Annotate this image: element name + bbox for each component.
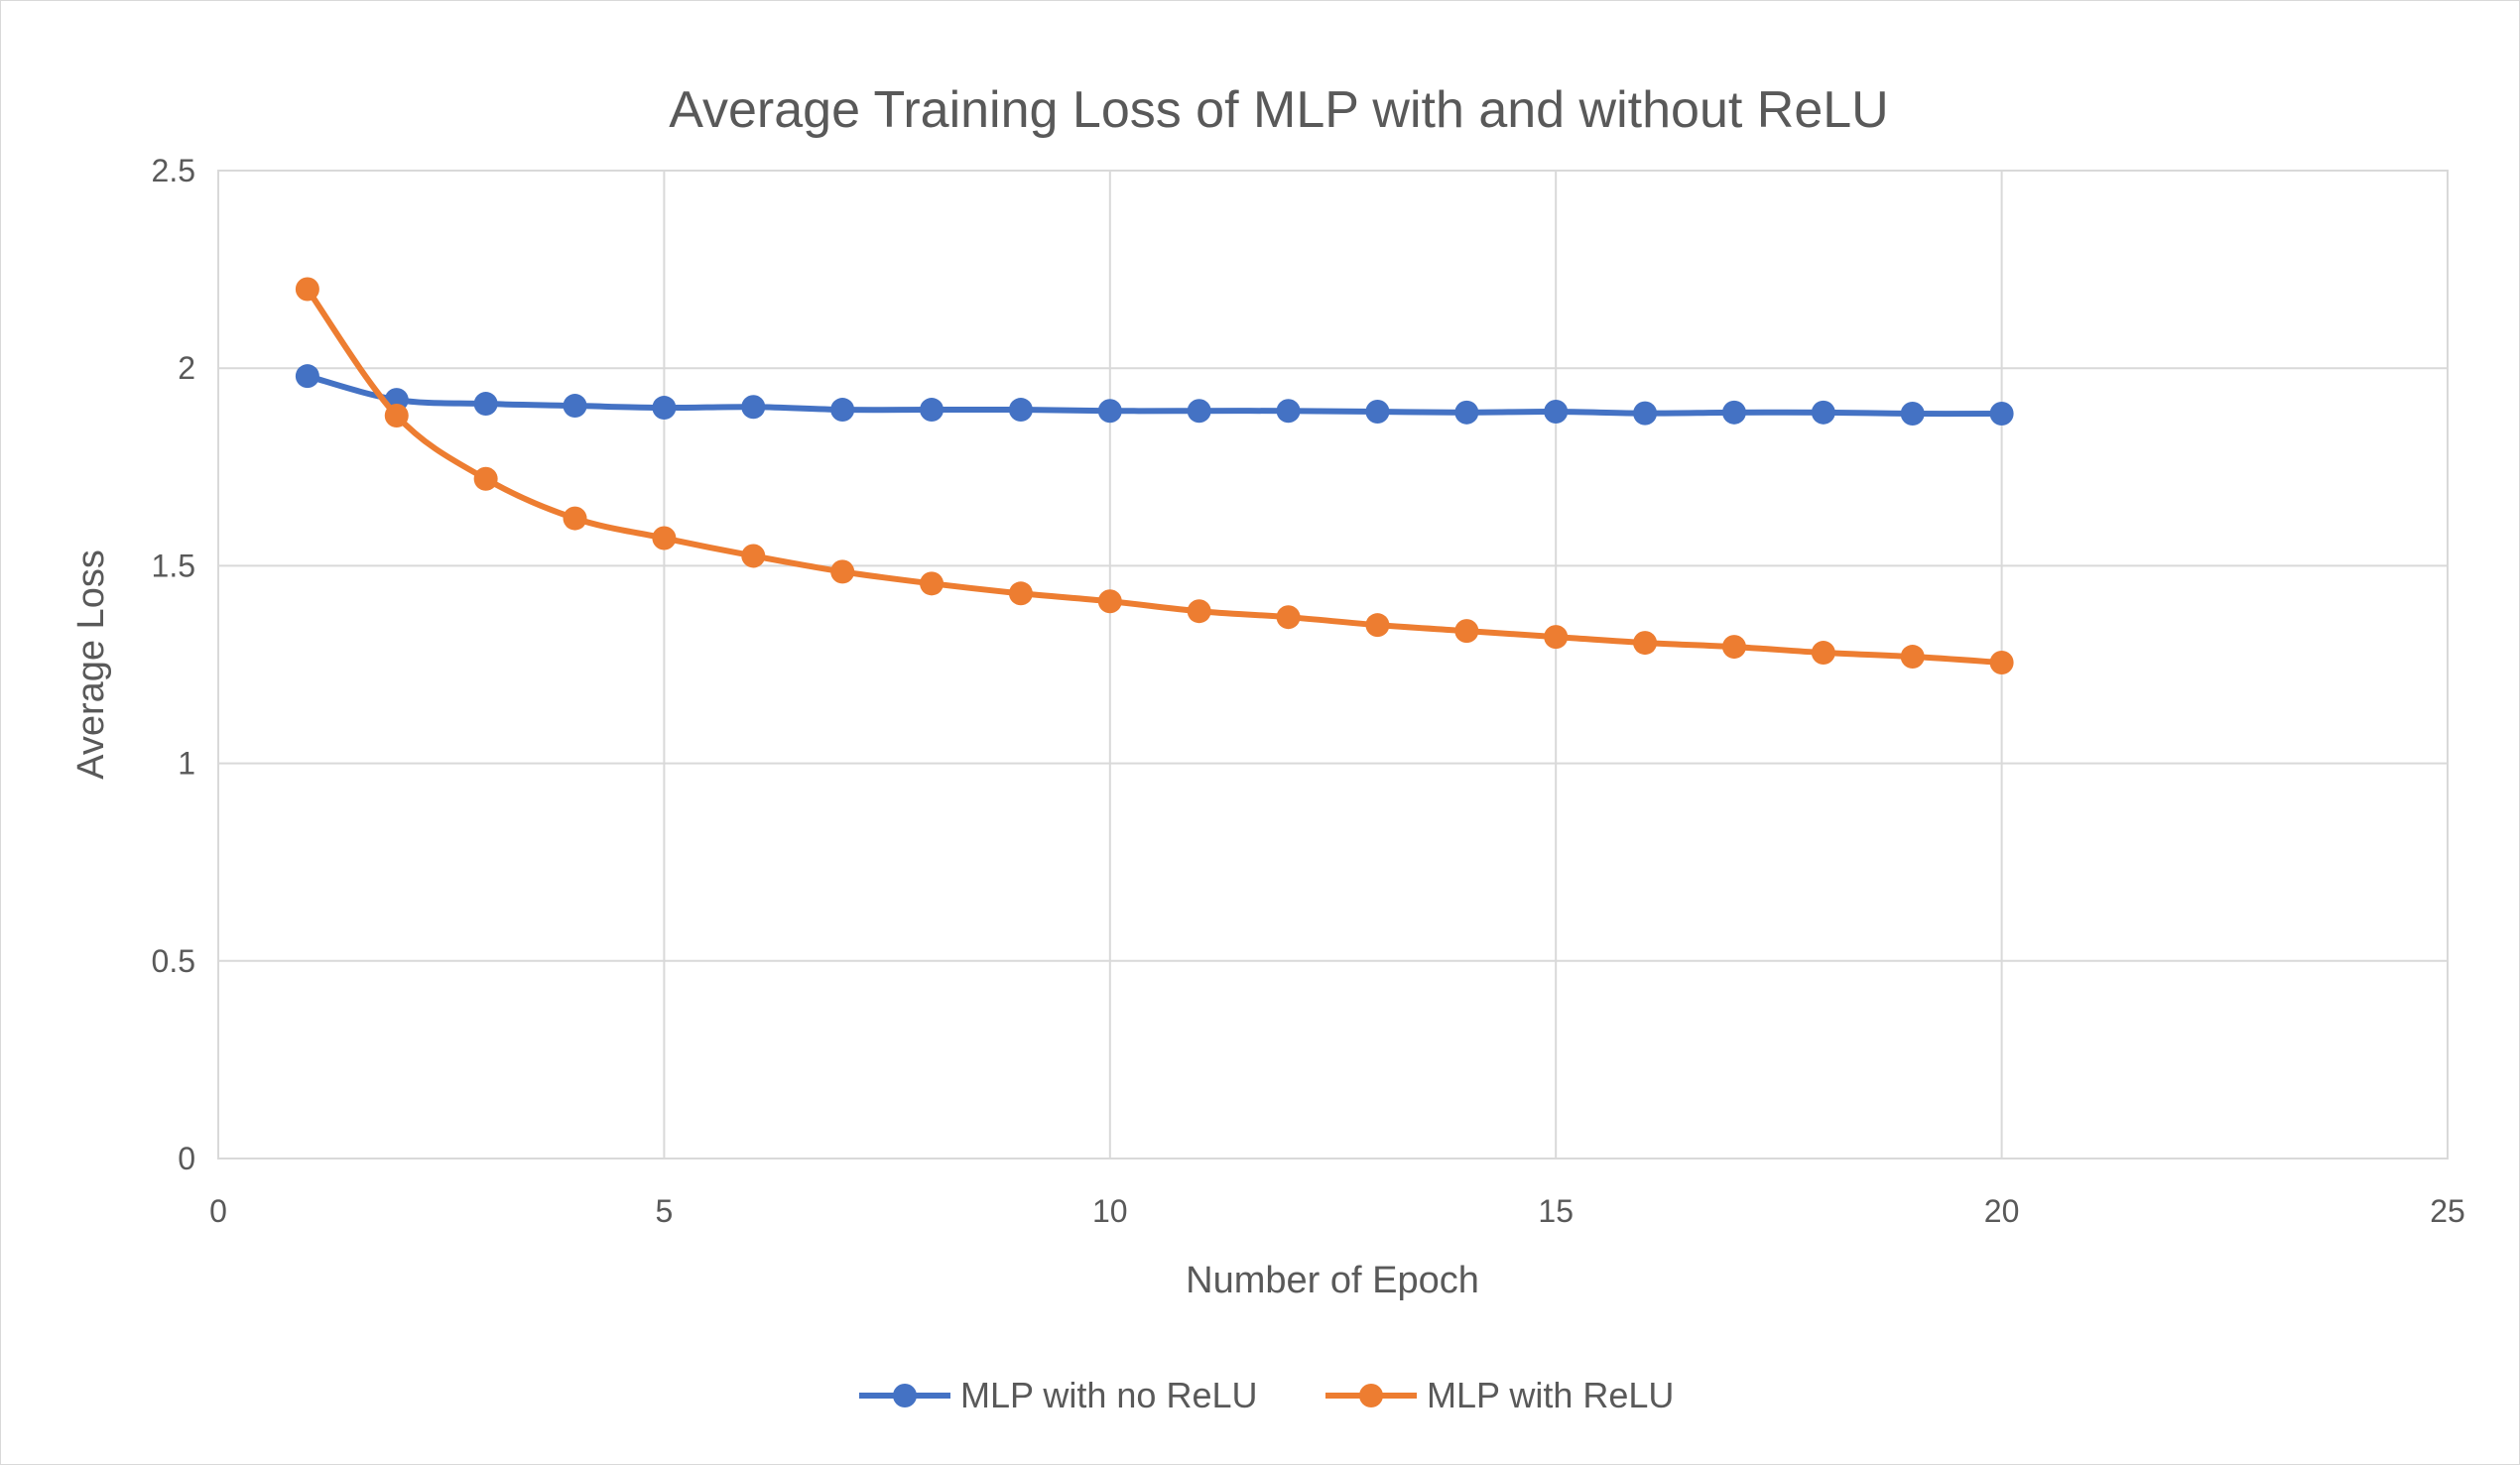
data-point <box>920 571 945 596</box>
data-point <box>1365 400 1390 425</box>
data-point <box>1097 589 1122 614</box>
x-tick-label: 15 <box>1538 1193 1574 1229</box>
legend-item: MLP with no ReLU <box>859 1375 1257 1415</box>
x-tick-label: 5 <box>656 1193 674 1229</box>
data-point <box>1365 613 1390 638</box>
data-point <box>652 396 677 421</box>
series-line <box>304 373 2005 418</box>
y-tick-label: 2.5 <box>152 153 195 188</box>
plot-area-border <box>217 170 2449 1160</box>
data-point <box>830 398 855 423</box>
x-tick-label: 25 <box>2430 1193 2465 1229</box>
data-point <box>1187 599 1211 624</box>
y-tick-label: 1 <box>178 746 195 782</box>
x-tick-label: 10 <box>1092 1193 1128 1229</box>
data-point <box>295 277 319 302</box>
data-point <box>1721 400 1746 425</box>
legend: MLP with no ReLU MLP with ReLU <box>859 1375 1674 1415</box>
data-point <box>1187 399 1211 424</box>
data-point <box>563 394 587 419</box>
data-point <box>920 398 945 423</box>
series-1 <box>295 364 2014 427</box>
series-line <box>304 286 2005 667</box>
data-point <box>295 364 319 389</box>
data-point <box>563 506 587 531</box>
data-point <box>1276 399 1301 424</box>
data-point <box>1811 400 1835 425</box>
series-2 <box>295 277 2014 675</box>
data-point <box>384 404 409 428</box>
legend-item: MLP with ReLU <box>1325 1375 1674 1415</box>
legend-label: MLP with ReLU <box>1427 1375 1674 1415</box>
x-tick-label: 0 <box>209 1193 227 1229</box>
data-series <box>295 277 2014 675</box>
data-point <box>473 392 498 417</box>
data-point <box>473 466 498 491</box>
y-tick-label: 0 <box>178 1141 195 1176</box>
y-tick-label: 0.5 <box>152 943 195 979</box>
y-axis-title: Average Loss <box>70 550 112 780</box>
data-point <box>1811 641 1835 666</box>
y-tick-label: 1.5 <box>152 548 195 583</box>
legend-marker <box>1359 1384 1383 1407</box>
data-point <box>1721 635 1746 660</box>
data-point <box>1633 401 1658 426</box>
data-point <box>830 559 855 584</box>
data-point <box>1989 651 2014 675</box>
data-point <box>1454 400 1479 425</box>
data-point <box>1454 619 1479 644</box>
data-point <box>1544 625 1569 650</box>
x-tick-label: 20 <box>1984 1193 2020 1229</box>
data-point <box>741 395 766 420</box>
data-point <box>1900 645 1925 670</box>
y-tick-label: 2 <box>178 350 195 386</box>
data-point <box>1008 581 1033 606</box>
data-point <box>1097 399 1122 424</box>
chart-title: Average Training Loss of MLP with and wi… <box>669 81 1888 139</box>
data-point <box>1008 398 1033 423</box>
gridlines <box>217 170 2449 1160</box>
data-point <box>1900 402 1925 427</box>
tick-labels: 0 0.5 1 1.5 2 2.5 0 5 10 15 20 25 <box>152 153 2465 1229</box>
legend-marker <box>893 1384 917 1407</box>
data-point <box>1276 605 1301 630</box>
legend-label: MLP with no ReLU <box>960 1375 1257 1415</box>
data-point <box>1633 631 1658 656</box>
x-axis-title: Number of Epoch <box>1186 1260 1479 1301</box>
data-point <box>1544 400 1569 425</box>
data-point <box>1989 402 2014 427</box>
data-point <box>741 544 766 568</box>
data-point <box>652 526 677 550</box>
